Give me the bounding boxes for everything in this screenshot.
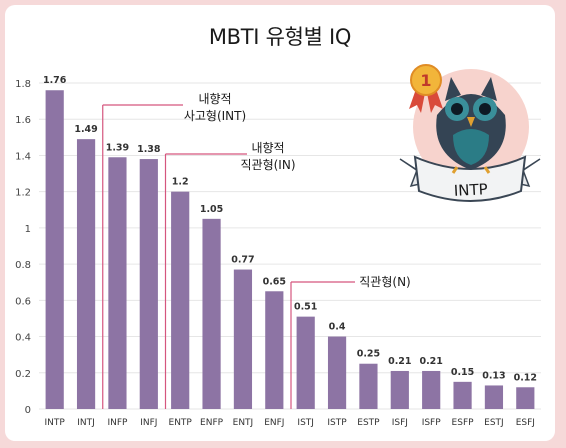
bar-intp [45,90,64,409]
badge-label: INTP [453,180,488,200]
bar-isfj [390,370,409,409]
data-label: 0.13 [482,370,505,381]
annotation-line1: 내향적 [198,92,231,106]
bar-isfp [422,370,441,409]
y-tick-label: 0.6 [15,296,31,307]
x-tick-label: ENFJ [264,418,284,428]
x-tick-label: ENTJ [233,418,254,428]
bar-estp [359,363,378,409]
data-label: 1.2 [172,177,189,188]
data-label: 1.05 [200,204,223,215]
bar-entp [171,191,190,409]
y-tick-label: 1.4 [15,151,31,162]
bar-istp [327,336,347,409]
bar-estj [484,385,504,409]
bar-enfp [202,218,221,409]
x-tick-label: ISFP [422,418,442,428]
owl-beak [467,117,475,127]
owl-ear-right [481,77,497,101]
x-tick-label: ISFJ [392,418,408,428]
bar-enfj [265,291,284,409]
y-tick-label: 0.2 [15,369,31,380]
bar-istj [296,316,315,409]
y-tick-label: 0.4 [15,333,31,344]
annotation-line2: 직관형(IN) [241,158,296,172]
data-label: 1.38 [137,144,161,155]
data-label: 1.76 [43,75,67,86]
bar-infj [139,159,158,409]
data-label: 0.21 [388,356,411,367]
bar-esfj [516,387,535,409]
data-label: 0.15 [451,367,474,378]
data-label: 0.12 [514,372,537,383]
y-tick-label: 0.8 [15,260,31,271]
intp-owl-badge: 1 INTP [399,64,541,202]
bar-entj [233,269,253,409]
x-tick-label: ESTJ [484,418,504,428]
y-tick-label: 1.6 [15,115,31,126]
x-tick-label: ISTP [327,418,347,428]
chart-title: MBTI 유형별 IQ [208,25,352,49]
medal-rank: 1 [420,71,431,90]
x-tick-label: INTJ [77,418,95,428]
bar-infp [108,157,127,409]
x-tick-label: INFJ [140,418,157,428]
owl-belly [453,129,489,165]
y-tick-label: 1.8 [15,79,31,90]
y-tick-label: 0 [25,405,31,416]
x-tick-label: ISTJ [297,418,314,428]
annotation-line2: 직관형(N) [359,275,410,289]
annotation-line1: 내향적 [251,141,284,155]
y-tick-label: 1 [25,224,31,235]
x-tick-label: ESFP [452,418,475,428]
owl-ear-left [445,77,461,101]
x-tick-label: INTP [45,418,66,428]
data-label: 1.39 [106,142,129,153]
data-label: 0.4 [329,322,346,333]
y-tick-label: 1.2 [15,188,31,199]
x-tick-label: ESFJ [516,418,535,428]
x-tick-label: ENFP [200,418,224,428]
data-label: 0.25 [357,349,380,360]
x-tick-label: ESTP [357,418,380,428]
ribbon-banner [413,155,527,202]
medal-icon [410,64,442,96]
data-label: 0.51 [294,302,317,313]
data-label: 0.21 [419,356,442,367]
data-label: 0.65 [263,276,286,287]
data-label: 0.77 [231,255,254,266]
bar-intj [76,139,96,409]
annotation-line2: 사고형(INT) [184,109,246,123]
x-tick-label: ENTP [169,418,193,428]
chart-card: MBTI 유형별 IQ 0 0.2 0.4 0.6 0.8 1 1.2 1.4 1.6 1.8 1… [5,5,555,441]
bar-esfp [453,381,472,409]
chart-svg: 0 0.2 0.4 0.6 0.8 1 1.2 1.4 1.6 1.8 1.76 INTP 1.49 I… [15,64,541,428]
x-tick-label: INFP [107,418,128,428]
data-label: 1.49 [74,124,97,135]
